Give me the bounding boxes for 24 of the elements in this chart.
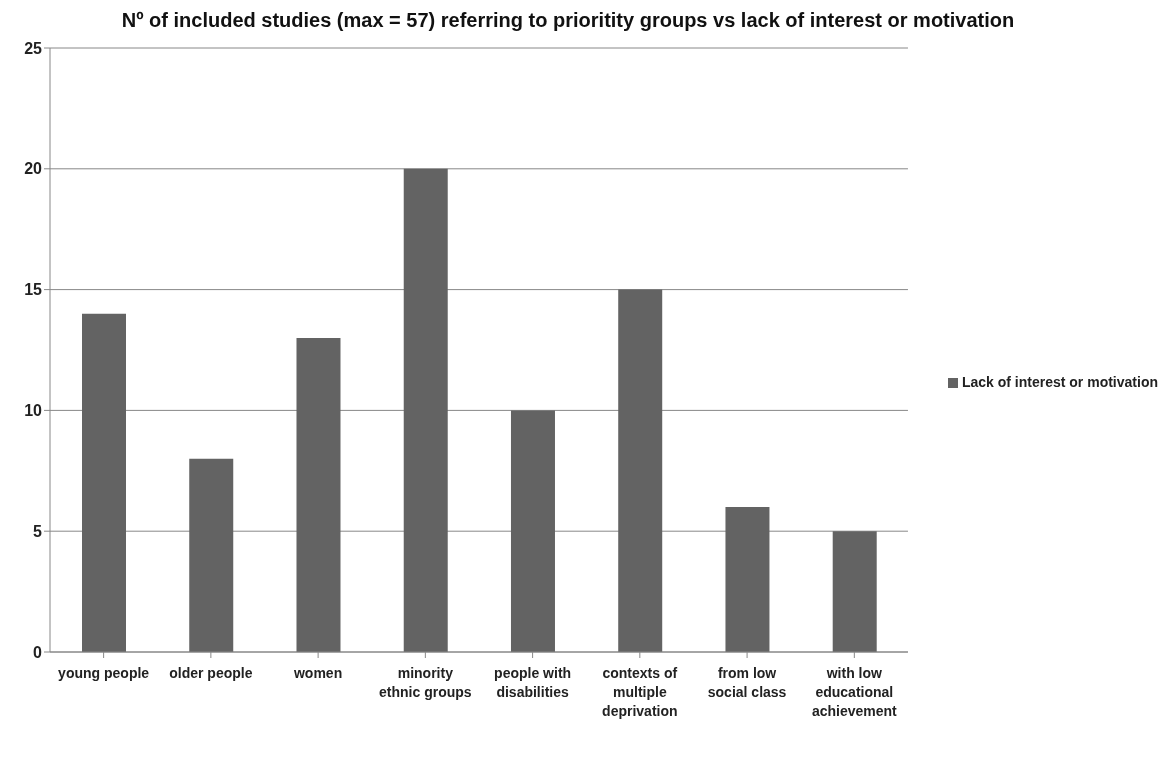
x-tick-label: women [292,665,343,681]
bar [725,507,770,652]
bar [510,410,555,652]
chart-title: Nº of included studies (max = 57) referring to prioritity groups vs lack of interest or motivation [120,8,1016,32]
bar [618,289,663,652]
y-tick-label: 15 [24,281,43,299]
y-tick-label: 25 [24,39,43,57]
x-tick-label: minority ethnic groups [379,665,472,700]
x-tick-label: young people [58,665,150,681]
bar [832,531,877,652]
bar [403,168,448,652]
y-tick-label: 5 [33,522,43,540]
legend-label: Lack of interest or motivation [961,374,1158,390]
y-tick-label: 0 [33,643,43,661]
x-tick-label: people with disabilities [494,665,572,700]
bar [296,337,341,652]
bar [82,313,126,652]
y-tick-label: 20 [24,160,43,178]
x-tick-label: contexts of multiple deprivation [602,665,678,719]
y-tick-label: 10 [24,402,43,420]
x-tick-label: from low social class [707,665,787,700]
x-tick-label: older people [169,665,253,681]
bar [189,458,234,652]
x-tick-label: with low educational achievement [811,665,898,719]
